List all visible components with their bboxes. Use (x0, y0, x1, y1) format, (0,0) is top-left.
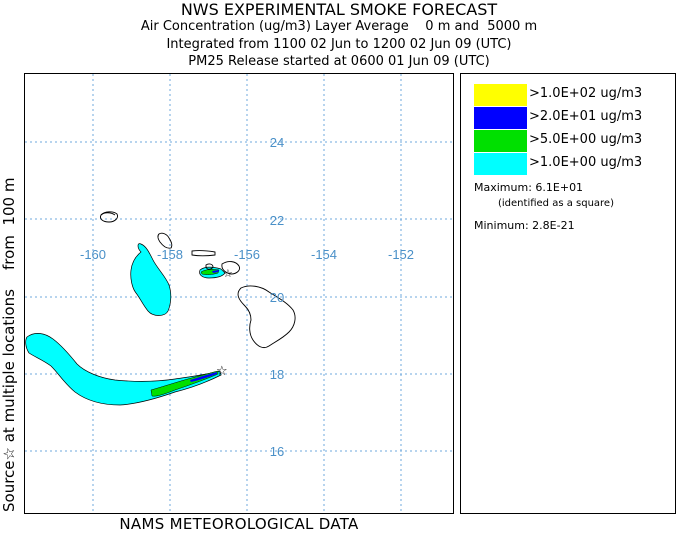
lon-label: -152 (388, 247, 414, 262)
lat-label: 20 (270, 290, 284, 305)
plume-south-blue (190, 372, 217, 382)
legend-item: >1.0E+02 ug/m3 (474, 84, 674, 106)
lon-label: -158 (157, 247, 183, 262)
legend-item: >2.0E+01 ug/m3 (474, 107, 674, 129)
legend-label: >2.0E+01 ug/m3 (529, 109, 643, 124)
legend-swatch-cyan (474, 153, 527, 175)
plume-molokai-blue (212, 270, 219, 273)
smoke-map: ☆ ☆ -160 -158 -156 -154 -152 24 22 20 18… (24, 73, 454, 514)
lon-label: -156 (234, 247, 260, 262)
source-star-south: ☆ (216, 364, 228, 379)
source-star-north: ☆ (223, 267, 233, 280)
lat-label: 16 (270, 444, 284, 459)
map-canvas: ☆ ☆ -160 -158 -156 -154 -152 24 22 20 18… (25, 74, 453, 513)
legend-item: >1.0E+00 ug/m3 (474, 153, 674, 175)
plume-oahu-cyan (130, 243, 172, 316)
oahu-coast (157, 232, 173, 249)
legend-panel: >1.0E+02 ug/m3 >2.0E+01 ug/m3 >5.0E+00 u… (460, 73, 676, 514)
minimum-value: Minimum: 2.8E-21 (474, 219, 575, 232)
maximum-note: (identified as a square) (498, 198, 614, 209)
plume-south-cyan (25, 333, 222, 406)
map-title: NWS EXPERIMENTAL SMOKE FORECAST (180, 0, 498, 19)
concentration-subtitle: Air Concentration (ug/m3) Layer Average … (140, 19, 538, 34)
lat-label: 22 (270, 213, 284, 228)
hawaii-coast (237, 285, 296, 349)
lat-label: 24 (270, 135, 284, 150)
maui-coast (221, 261, 240, 275)
lat-label: 18 (270, 367, 284, 382)
source-label: Source☆ at multiple locations from 100 m (0, 177, 18, 512)
legend-label: >5.0E+00 ug/m3 (529, 132, 643, 147)
kauai-coast (100, 212, 116, 216)
lanai-coast (205, 263, 214, 270)
integration-period: Integrated from 1100 02 Jun to 1200 02 J… (166, 37, 512, 52)
legend-item: >5.0E+00 ug/m3 (474, 130, 674, 152)
legend-label: >1.0E+00 ug/m3 (529, 155, 643, 170)
lon-label: -160 (80, 247, 106, 262)
legend-swatch-yellow (474, 84, 527, 106)
maximum-value: Maximum: 6.1E+01 (474, 181, 584, 194)
coastlines (100, 211, 296, 349)
legend-swatch-blue (474, 107, 527, 129)
release-start: PM25 Release started at 0600 01 Jun 09 (… (188, 54, 490, 69)
met-data-label: NAMS METEOROLOGICAL DATA (119, 515, 359, 533)
molokai-coast (191, 250, 216, 257)
lon-label: -154 (311, 247, 337, 262)
legend-swatch-green (474, 130, 527, 152)
graticule (25, 74, 453, 513)
legend-label: >1.0E+02 ug/m3 (529, 86, 643, 101)
niihau-coast (100, 211, 118, 223)
